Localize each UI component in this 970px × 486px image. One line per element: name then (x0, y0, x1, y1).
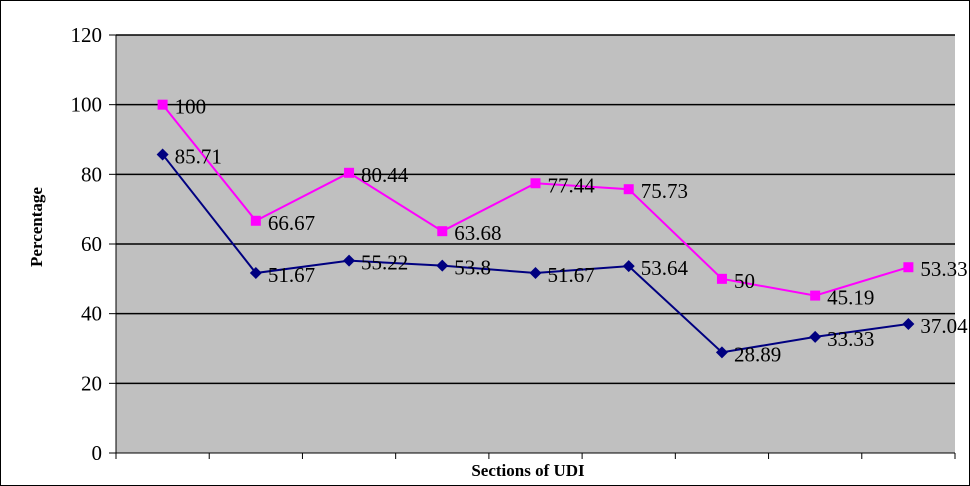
y-axis-title: Percentage (27, 187, 46, 267)
square-marker (716, 273, 727, 284)
square-marker (530, 178, 541, 189)
data-label: 37.04 (920, 314, 968, 338)
x-axis-title: Sections of UDI (471, 461, 585, 480)
diamond-marker (249, 267, 262, 280)
square-marker (623, 184, 634, 195)
square-marker (157, 99, 168, 110)
data-label: 85.71 (175, 144, 222, 168)
y-tick-label: 20 (81, 371, 102, 395)
data-label: 53.33 (920, 257, 967, 281)
data-label: 28.89 (734, 342, 781, 366)
diamond-marker (436, 259, 449, 272)
diamond-marker (902, 317, 915, 330)
diamond-marker (343, 254, 356, 267)
data-label: 66.67 (268, 211, 315, 235)
square-marker (250, 215, 261, 226)
y-tick-label: 80 (81, 162, 102, 186)
y-tick-label: 120 (71, 23, 103, 47)
data-label: 63.68 (454, 221, 501, 245)
data-label: 55.22 (361, 251, 408, 275)
data-label: 77.44 (548, 173, 596, 197)
data-label: 53.8 (454, 256, 491, 280)
data-label: 51.67 (548, 263, 595, 287)
y-tick-label: 100 (71, 93, 103, 117)
data-label: 51.67 (268, 263, 315, 287)
data-label: 33.33 (827, 327, 874, 351)
y-tick-label: 40 (81, 302, 102, 326)
y-tick-label: 0 (92, 441, 103, 465)
square-marker (344, 167, 355, 178)
data-label: 80.44 (361, 163, 409, 187)
data-label: 45.19 (827, 286, 874, 310)
diamond-marker (529, 267, 542, 280)
diamond-marker (809, 330, 822, 343)
diamond-marker (156, 148, 169, 161)
square-marker (437, 226, 448, 237)
diamond-marker (622, 260, 635, 273)
square-marker (810, 290, 821, 301)
y-tick-label: 60 (81, 232, 102, 256)
square-marker (903, 262, 914, 273)
diamond-marker (715, 346, 728, 359)
data-label: 50 (734, 269, 755, 293)
data-label: 53.64 (641, 256, 689, 280)
data-label: 100 (175, 95, 207, 119)
data-label: 75.73 (641, 179, 688, 203)
